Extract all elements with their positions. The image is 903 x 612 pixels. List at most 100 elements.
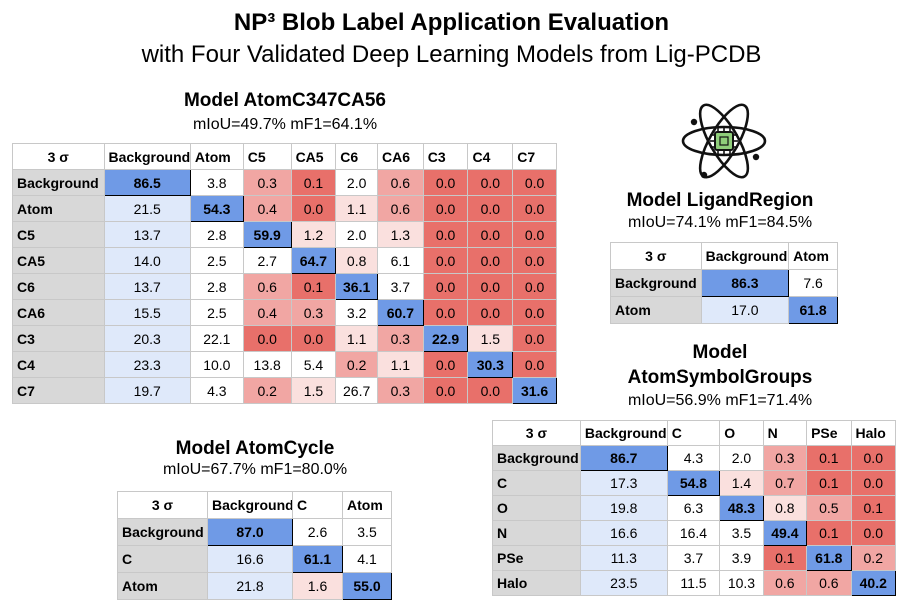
matrix-cell: 0.0 xyxy=(422,221,469,248)
matrix-cell: 6.1 xyxy=(376,247,424,274)
matrix-cell: 54.8 xyxy=(666,470,721,496)
matrix-cell: 86.3 xyxy=(700,269,790,297)
row-header-halo: Halo xyxy=(492,570,581,596)
matrix-cell: 26.7 xyxy=(335,377,378,404)
matrix-cell: 13.8 xyxy=(242,351,292,378)
matrix-cell: 4.1 xyxy=(342,545,392,573)
matrix-cell: 4.3 xyxy=(189,377,244,404)
row-header-n: N xyxy=(492,520,581,546)
matrix-cell: 0.0 xyxy=(422,377,469,404)
matrix-cell: 0.0 xyxy=(422,169,469,196)
matrix-cell: 0.6 xyxy=(242,273,292,300)
matrix-cell: 0.0 xyxy=(422,195,469,222)
model-atomc347ca56-title: Model AtomC347CA56 xyxy=(183,90,386,111)
matrix-cell: 0.0 xyxy=(850,445,897,471)
matrix-row: Background 86.7 4.3 2.0 0.3 0.1 0.0 xyxy=(492,445,897,471)
matrix-row: C 16.6 61.1 4.1 xyxy=(117,545,392,573)
matrix-cell: 0.0 xyxy=(422,299,469,326)
matrix-cell: 54.3 xyxy=(189,195,244,222)
matrix-cell: 2.0 xyxy=(335,169,378,196)
matrix-cell: 1.5 xyxy=(290,377,337,404)
matrix-cell: 48.3 xyxy=(719,495,764,521)
matrix-row: O 19.8 6.3 48.3 0.8 0.5 0.1 xyxy=(492,495,897,521)
matrix-cell: 59.9 xyxy=(242,221,292,248)
matrix-cell: 1.1 xyxy=(335,325,378,352)
matrix-cell: 0.1 xyxy=(762,545,808,571)
matrix-cell: 21.5 xyxy=(103,195,191,222)
column-header-c: C xyxy=(292,491,343,519)
matrix-cell: 0.6 xyxy=(806,570,852,596)
matrix-cell: 17.0 xyxy=(700,296,790,324)
row-header-pse: PSe xyxy=(492,545,581,571)
matrix-cell: 0.1 xyxy=(290,273,337,300)
matrix-cell: 20.3 xyxy=(103,325,191,352)
matrix-cell: 23.5 xyxy=(579,570,668,596)
matrix-cell: 1.6 xyxy=(292,572,343,600)
matrix-cell: 64.7 xyxy=(290,247,337,274)
matrix-cell: 86.7 xyxy=(579,445,668,471)
matrix-cell: 30.3 xyxy=(467,351,514,378)
column-header-halo: Halo xyxy=(850,420,897,446)
matrix-cell: 0.3 xyxy=(242,169,292,196)
column-header-atom: Atom xyxy=(189,143,244,170)
row-header-c: C xyxy=(117,545,208,573)
confusion-matrix-atomc347ca56: 3 σ Background Atom C5 CA5 C6 CA6 C3 C4 C7 Backgro… xyxy=(12,143,557,404)
row-header-c3: C3 xyxy=(12,325,105,352)
matrix-cell: 3.5 xyxy=(719,520,764,546)
matrix-cell: 0.2 xyxy=(242,377,292,404)
matrix-cell: 0.0 xyxy=(512,195,557,222)
column-header-background: Background xyxy=(579,420,668,446)
matrix-cell: 15.5 xyxy=(103,299,191,326)
matrix-cell: 49.4 xyxy=(762,520,808,546)
column-header-o: O xyxy=(719,420,764,446)
matrix-cell: 1.1 xyxy=(376,351,424,378)
column-header-c: C xyxy=(666,420,721,446)
matrix-cell: 0.0 xyxy=(512,351,557,378)
row-header-o: O xyxy=(492,495,581,521)
matrix-cell: 0.1 xyxy=(806,445,852,471)
matrix-cell: 0.0 xyxy=(467,299,514,326)
matrix-cell: 0.6 xyxy=(376,169,424,196)
matrix-row: C5 13.7 2.8 59.9 1.2 2.0 1.3 0.0 0.0 0.0 xyxy=(12,221,557,248)
column-header-c3: C3 xyxy=(422,143,469,170)
confusion-matrix-atomcycle: 3 σ Background C Atom Background 87.0 2.6 3.5 C 1… xyxy=(117,491,392,600)
matrix-cell: 0.2 xyxy=(335,351,378,378)
matrix-cell: 2.8 xyxy=(189,221,244,248)
matrix-row: C 17.3 54.8 1.4 0.7 0.1 0.0 xyxy=(492,470,897,496)
matrix-cell: 2.0 xyxy=(719,445,764,471)
row-header-c5: C5 xyxy=(12,221,105,248)
matrix-cell: 0.4 xyxy=(242,195,292,222)
matrix-cell: 0.0 xyxy=(242,325,292,352)
column-header-ca5: CA5 xyxy=(290,143,337,170)
matrix-cell: 0.1 xyxy=(850,495,897,521)
matrix-cell: 0.0 xyxy=(422,351,469,378)
matrix-cell: 0.0 xyxy=(512,247,557,274)
column-header-background: Background xyxy=(700,242,790,270)
matrix-cell: 0.6 xyxy=(376,195,424,222)
matrix-cell: 3.7 xyxy=(376,273,424,300)
matrix-cell: 87.0 xyxy=(207,518,293,546)
matrix-cell: 0.6 xyxy=(762,570,808,596)
matrix-cell: 0.0 xyxy=(467,195,514,222)
matrix-cell: 0.8 xyxy=(762,495,808,521)
matrix-cell: 11.3 xyxy=(579,545,668,571)
matrix-cell: 55.0 xyxy=(342,572,392,600)
matrix-cell: 10.0 xyxy=(189,351,244,378)
matrix-corner-label: 3 σ xyxy=(12,143,105,170)
row-header-background: Background xyxy=(492,445,581,471)
column-header-background: Background xyxy=(103,143,191,170)
matrix-cell: 36.1 xyxy=(335,273,378,300)
matrix-cell: 1.5 xyxy=(467,325,514,352)
matrix-cell: 0.0 xyxy=(467,377,514,404)
matrix-cell: 10.3 xyxy=(719,570,764,596)
matrix-cell: 0.7 xyxy=(762,470,808,496)
matrix-cell: 0.0 xyxy=(512,169,557,196)
matrix-cell: 21.8 xyxy=(207,572,293,600)
matrix-corner-label: 3 σ xyxy=(117,491,208,519)
matrix-cell: 5.4 xyxy=(290,351,337,378)
matrix-cell: 22.1 xyxy=(189,325,244,352)
matrix-row: PSe 11.3 3.7 3.9 0.1 61.8 0.2 xyxy=(492,545,897,571)
model-ligandregion-title: Model LigandRegion xyxy=(626,190,814,211)
model-atomsymbolgroups-metrics: mIoU=56.9% mF1=71.4% xyxy=(627,392,813,409)
matrix-cell: 0.0 xyxy=(467,247,514,274)
